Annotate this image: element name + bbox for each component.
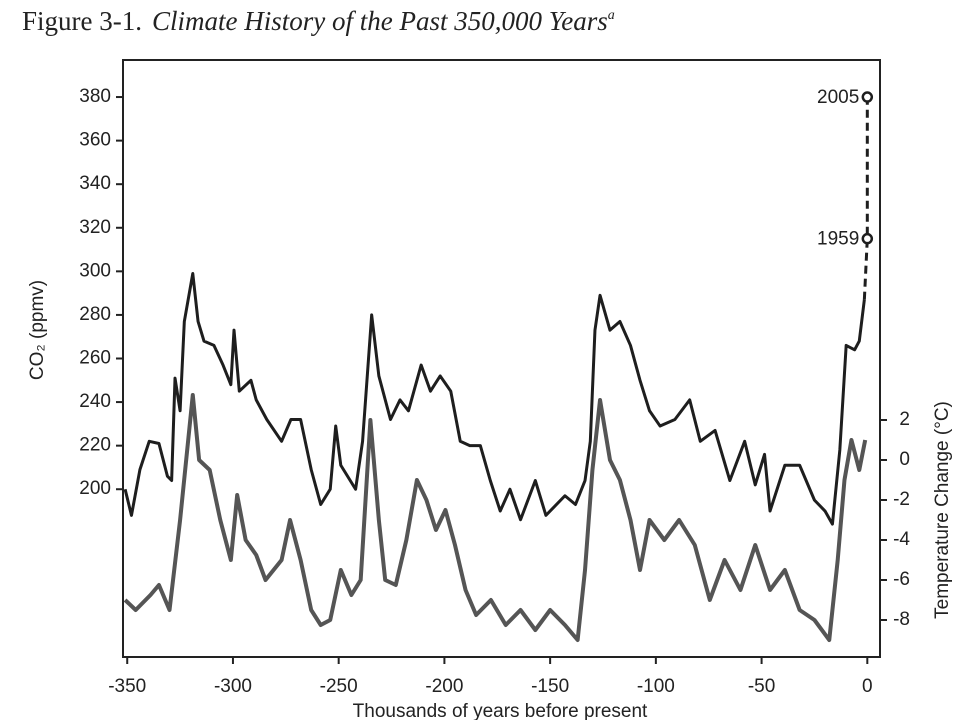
x-tick-label: -50	[748, 676, 775, 697]
y2-tick-label: 0	[899, 449, 910, 470]
point-marker	[861, 91, 874, 103]
y-tick-label: 300	[79, 260, 111, 281]
x-tick-label: -100	[637, 676, 675, 697]
y-tick-label: 240	[79, 391, 111, 412]
x-tick-label: -250	[320, 676, 358, 697]
y-tick-label: 260	[79, 348, 111, 369]
y-tick-label: 380	[79, 86, 111, 107]
x-tick-label: -150	[531, 676, 569, 697]
chart-title: Figure 3-1. Climate History of the Past 3…	[22, 6, 615, 36]
line	[123, 272, 866, 526]
x-tick-label: -350	[108, 676, 146, 697]
x-tick-label: -300	[214, 676, 252, 697]
y2-tick-label: -8	[893, 609, 910, 630]
y2-axis-label: Temperature Change (°C)	[932, 401, 953, 619]
y2-tick-label: -6	[893, 569, 910, 590]
point-marker	[861, 232, 874, 245]
y-tick-label: 340	[79, 173, 111, 194]
y-tick-label: 220	[79, 435, 111, 456]
y-axis-label: CO₂ (ppmv)	[27, 280, 48, 380]
x-tick-label: 0	[862, 676, 873, 697]
line	[123, 393, 868, 642]
title-note: a	[608, 8, 615, 23]
y2-tick-label: -4	[893, 529, 910, 550]
y-tick-label: 360	[79, 130, 111, 151]
point-label: 1959	[817, 229, 859, 250]
y2-tick-label: -2	[893, 489, 910, 510]
title-text: Climate History of the Past 350,000 Year…	[152, 6, 608, 36]
dashed-line	[862, 97, 869, 300]
title-label: Figure 3-1.	[22, 6, 142, 36]
point-label: 2005	[817, 87, 859, 108]
x-axis-label: Thousands of years before present	[353, 701, 648, 720]
y2-tick-label: 2	[899, 409, 910, 430]
x-tick-label: -200	[425, 676, 463, 697]
y-tick-label: 200	[79, 478, 111, 499]
y-tick-label: 320	[79, 217, 111, 238]
y-tick-label: 280	[79, 304, 111, 325]
